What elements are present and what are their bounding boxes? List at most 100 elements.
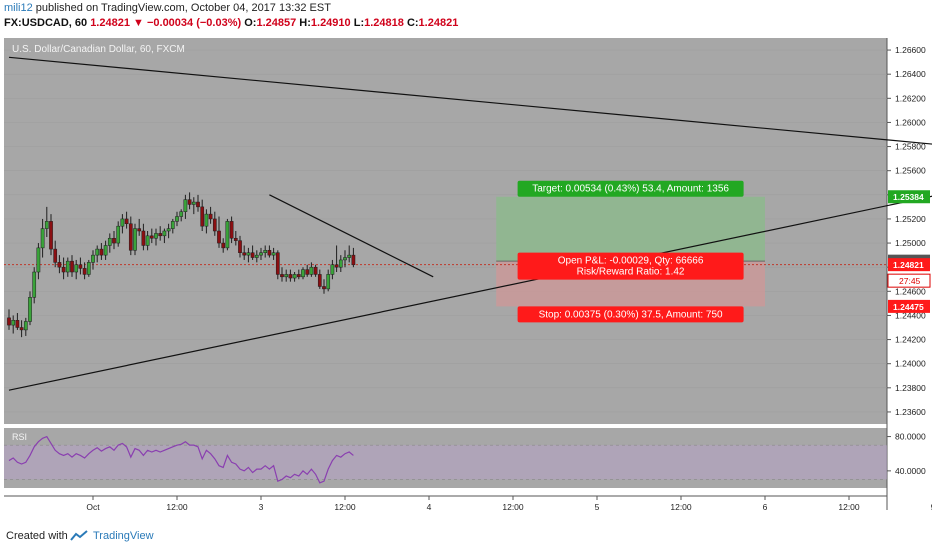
time-tick-label: 5 <box>595 502 600 512</box>
tradingview-logo-icon <box>70 530 88 541</box>
last-price: 1.24821 <box>90 17 130 29</box>
symbol-label: FX:USDCAD, 60 <box>4 17 88 29</box>
time-tick-label: 12:00 <box>670 502 692 512</box>
candle-body <box>183 199 188 212</box>
low-value: 1.24818 <box>364 17 404 29</box>
price-tick-label: 1.26000 <box>895 117 926 127</box>
candle-body <box>330 264 335 275</box>
candle-body <box>326 274 331 290</box>
target-label-text: Target: 0.00534 (0.43%) 53.4, Amount: 13… <box>532 184 729 195</box>
rsi-line <box>8 435 354 484</box>
candle-body <box>271 252 276 256</box>
candle-body <box>175 216 179 222</box>
candle-body <box>259 252 263 256</box>
close-label: C: <box>406 17 419 29</box>
candle-body <box>288 274 293 279</box>
candle-body <box>246 252 251 256</box>
ohlc-bar: FX:USDCAD, 60 1.24821 ▼ −0.00034 (−0.03%… <box>4 17 932 29</box>
chart-canvas[interactable]: U.S. Dollar/Canadian Dollar, 60, FXCM 1.2… <box>0 0 932 523</box>
candle-body <box>53 248 58 263</box>
candle-body <box>149 235 154 239</box>
candle-body <box>70 260 74 273</box>
candle-body <box>154 233 158 239</box>
candle-body <box>141 230 146 246</box>
countdown-tag <box>887 273 931 288</box>
candle-body <box>32 271 37 298</box>
target-price-tag-label: 1.25384 <box>893 192 924 202</box>
chart-title: U.S. Dollar/Canadian Dollar, 60, FXCM <box>12 44 185 55</box>
candle-body <box>7 317 11 326</box>
open-value: 1.24857 <box>256 17 297 29</box>
price-tick-label: 1.26600 <box>895 45 926 55</box>
candle-body <box>334 264 339 268</box>
candle-body <box>99 248 104 256</box>
candle-body <box>179 211 184 217</box>
rsi-tick-label: 40.0000 <box>895 466 926 476</box>
candle-body <box>23 321 28 331</box>
candle-body <box>133 228 137 251</box>
time-tick-label: 12:00 <box>502 502 524 512</box>
candle-body <box>347 254 352 258</box>
candle-body <box>166 228 171 232</box>
candle-body <box>78 264 83 269</box>
close-value: 1.24821 <box>418 17 459 29</box>
candle-body <box>36 247 41 273</box>
candle-body <box>254 254 259 258</box>
target-zone <box>496 196 765 262</box>
time-tick-label: 4 <box>427 502 432 512</box>
time-tick-label: 3 <box>259 502 264 512</box>
tradingview-brand-link[interactable]: TradingView <box>93 530 154 542</box>
candle-body <box>49 221 53 250</box>
candle-body <box>233 237 238 241</box>
stop-label-box <box>517 306 744 323</box>
candle-body <box>338 259 343 268</box>
price-tick-label: 1.25800 <box>895 142 926 152</box>
candle-body <box>191 201 196 205</box>
candle-body <box>74 264 79 273</box>
publish-text: published on TradingView.com, October 04… <box>35 2 331 14</box>
trendline <box>269 194 434 278</box>
high-label: H: <box>299 17 311 29</box>
candle-body <box>212 218 217 232</box>
candle-body <box>208 213 213 220</box>
candle-body <box>28 297 32 322</box>
time-tick-label: 12:00 <box>334 502 356 512</box>
countdown-label: 27:45 <box>899 276 921 286</box>
candle-body <box>86 262 91 275</box>
candle-body <box>217 230 221 244</box>
price-change: −0.00034 (−0.03%) <box>146 17 242 29</box>
candle-body <box>238 240 242 253</box>
price-tick-label: 1.23600 <box>895 407 926 417</box>
candle-body <box>301 269 305 278</box>
trendline <box>8 56 932 145</box>
price-tick-label: 1.25600 <box>895 166 926 176</box>
candle-body <box>40 228 45 249</box>
high-value: 1.24910 <box>310 17 351 29</box>
time-tick-label: 9 <box>931 502 932 512</box>
price-tick-label: 1.23800 <box>895 383 926 393</box>
price-tick-label: 1.24200 <box>895 335 926 345</box>
pnl-label-text: Open P&L: -0.00029, Qty: 66666 <box>558 256 704 267</box>
author-link[interactable]: mili12 <box>4 2 33 14</box>
rsi-tick-label: 80.0000 <box>895 432 926 442</box>
price-tick-label: 1.24400 <box>895 310 926 320</box>
pnl-label-box <box>517 252 744 280</box>
candle-body <box>250 252 255 258</box>
price-tick-label: 1.26200 <box>895 93 926 103</box>
candle-body <box>44 221 49 229</box>
candle-body <box>292 274 297 279</box>
candle-body <box>95 248 100 256</box>
candle-body <box>221 242 226 249</box>
candle-body <box>19 327 24 331</box>
candle-body <box>11 320 16 326</box>
candle-body <box>187 199 192 205</box>
candle-body <box>200 206 205 227</box>
candle-body <box>242 252 247 256</box>
candle-body <box>351 254 356 266</box>
candle-body <box>343 257 347 261</box>
stop-price-tag <box>888 299 930 313</box>
candle-body <box>15 320 20 328</box>
price-tick-label: 1.24000 <box>895 359 926 369</box>
current-price-tag-label: 1.24821 <box>893 260 924 270</box>
created-with-text: Created with <box>6 530 68 542</box>
